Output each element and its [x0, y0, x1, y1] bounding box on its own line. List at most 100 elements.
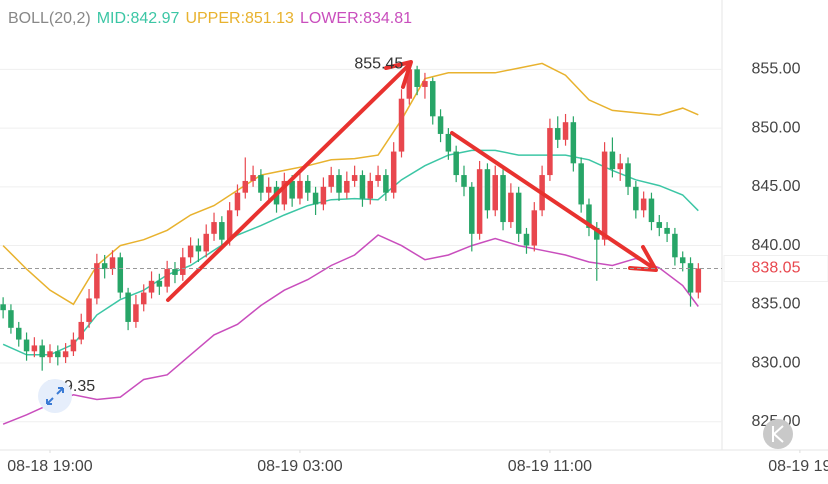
icon-glyph [772, 425, 784, 443]
candle-body [23, 339, 30, 352]
expand-icon[interactable] [38, 379, 72, 413]
indicator-label: BOLL(20,2) [8, 10, 91, 27]
candle-body [648, 198, 655, 223]
candle-body [461, 175, 467, 187]
candle-body [547, 128, 553, 176]
y-tick-label: 850.00 [752, 119, 801, 136]
last-price-label: 838.05 [752, 260, 801, 277]
candle-body [297, 180, 303, 199]
candle-body [328, 175, 334, 187]
candle-body [531, 210, 538, 246]
icon-bg [38, 379, 72, 413]
candle-body [258, 175, 264, 193]
candle-body [383, 175, 389, 193]
candle-body [15, 327, 22, 340]
candle-body [164, 269, 170, 287]
candle-body [109, 257, 116, 270]
candle-body [117, 257, 124, 293]
candle-body [94, 263, 100, 299]
candle-body [39, 345, 45, 358]
candle-body [469, 186, 475, 234]
kline-button[interactable] [763, 419, 793, 449]
candle-body [305, 180, 311, 193]
candle-body [320, 186, 327, 205]
candle-body [195, 245, 202, 252]
candle-body [140, 292, 147, 305]
candle-body [281, 180, 288, 205]
candle-body [398, 98, 405, 152]
candle-body [390, 151, 397, 193]
candle-body [640, 198, 647, 211]
candle-body [633, 186, 639, 211]
candle-body [500, 175, 506, 223]
candle-body [289, 180, 295, 199]
candle-body [125, 292, 131, 322]
legend-entry: MID:842.97 [97, 10, 180, 27]
candle-body [359, 175, 366, 199]
candle-body [515, 192, 522, 234]
icon-glyph [46, 387, 64, 405]
candle-body [250, 175, 256, 181]
candle-body [101, 263, 108, 270]
candle-body [492, 175, 498, 211]
y-tick-label: 845.00 [752, 178, 801, 195]
band-line [2, 234, 699, 425]
candle-body [586, 204, 592, 228]
x-tick-label: 08-18 19:00 [7, 458, 93, 475]
legend-entry: LOWER:834.81 [300, 10, 412, 27]
candle-body [211, 222, 217, 234]
x-tick-label: 08-19 19 [768, 458, 828, 475]
candle-body [367, 180, 374, 199]
arrow-up [166, 62, 412, 302]
candle-body [226, 210, 233, 240]
candle-body [203, 233, 209, 252]
candle-body [523, 233, 530, 246]
candle-body [609, 151, 616, 170]
candle-body [601, 151, 608, 240]
candle-body [508, 192, 514, 223]
candle-body [414, 69, 420, 87]
y-tick-label: 830.00 [752, 354, 801, 371]
band-line [2, 149, 699, 356]
y-tick-label: 855.00 [752, 61, 801, 78]
candle-body [344, 180, 350, 193]
candle-body [695, 268, 702, 293]
candle-body [406, 69, 413, 99]
candle-body [187, 245, 194, 258]
candle-body [265, 186, 272, 193]
candle-body [180, 257, 186, 275]
high-annotation: 855.45 [354, 55, 403, 72]
candle-body [31, 345, 38, 352]
bands [2, 62, 699, 425]
candle-body [554, 128, 561, 140]
x-tick-label: 08-19 03:00 [257, 458, 343, 475]
candle-body [336, 175, 342, 193]
axes: 825.00830.00835.00840.00845.00850.00855.… [0, 55, 828, 475]
candle-body [8, 310, 14, 328]
candle-body [219, 222, 225, 240]
candle-body [242, 180, 249, 193]
candle-body [687, 263, 694, 293]
candles [0, 64, 702, 371]
candle-body [476, 169, 483, 234]
trend-arrows [166, 60, 658, 302]
candle-body [562, 122, 569, 140]
candle-body [679, 257, 686, 264]
candle-body [437, 116, 444, 134]
arrow-down [450, 131, 657, 271]
last-price-box [723, 254, 828, 282]
candle-body [47, 351, 53, 358]
candle-body [570, 122, 577, 164]
candle-body [422, 81, 428, 87]
candle-body [625, 163, 631, 187]
arrow-head [384, 60, 413, 89]
candle-body [672, 233, 678, 258]
candle-body [351, 175, 358, 181]
candle-body [375, 175, 381, 181]
candle-body [594, 227, 600, 240]
band-line [2, 62, 699, 306]
candle-body [617, 163, 623, 170]
candle-body [148, 280, 155, 293]
candle-body [445, 133, 452, 152]
